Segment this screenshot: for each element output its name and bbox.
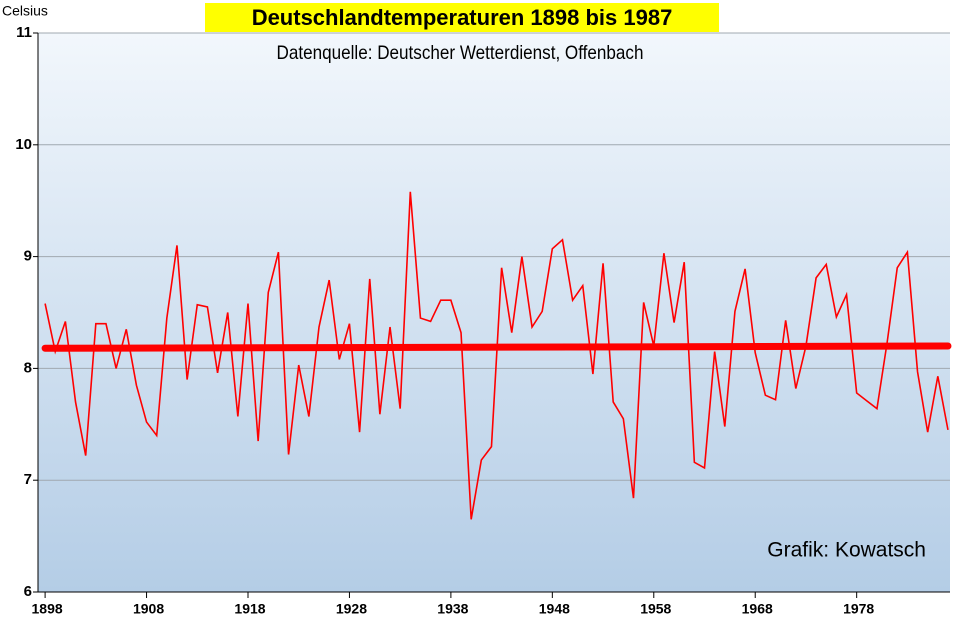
- y-tick-label: 8: [24, 359, 32, 376]
- x-tick-label: 1978: [843, 601, 874, 617]
- x-tick-label: 1898: [32, 601, 63, 617]
- y-tick-label: 6: [24, 583, 32, 600]
- x-tick-label: 1928: [336, 601, 367, 617]
- data-line: [44, 191, 949, 520]
- y-tick-label: 7: [24, 471, 32, 488]
- y-tick-label: 11: [16, 24, 32, 41]
- trend-line: [41, 342, 952, 352]
- plot-area: [38, 33, 950, 592]
- y-tick-label: 10: [15, 136, 32, 153]
- x-tick-label: 1908: [133, 601, 164, 617]
- x-tick-label: 1938: [437, 601, 468, 617]
- chart-title: Deutschlandtemperaturen 1898 bis 1987: [205, 3, 719, 32]
- y-tick-label: 9: [24, 248, 32, 265]
- subtitle: Datenquelle: Deutscher Wetterdienst, Off…: [277, 42, 644, 63]
- x-tick-label: 1948: [539, 601, 570, 617]
- y-axis-label: Celsius: [2, 3, 48, 19]
- x-tick-label: 1958: [640, 601, 671, 617]
- annotation: Grafik: Kowatsch: [767, 539, 926, 562]
- x-tick-label: 1918: [234, 601, 265, 617]
- x-tick-label: 1968: [742, 601, 773, 617]
